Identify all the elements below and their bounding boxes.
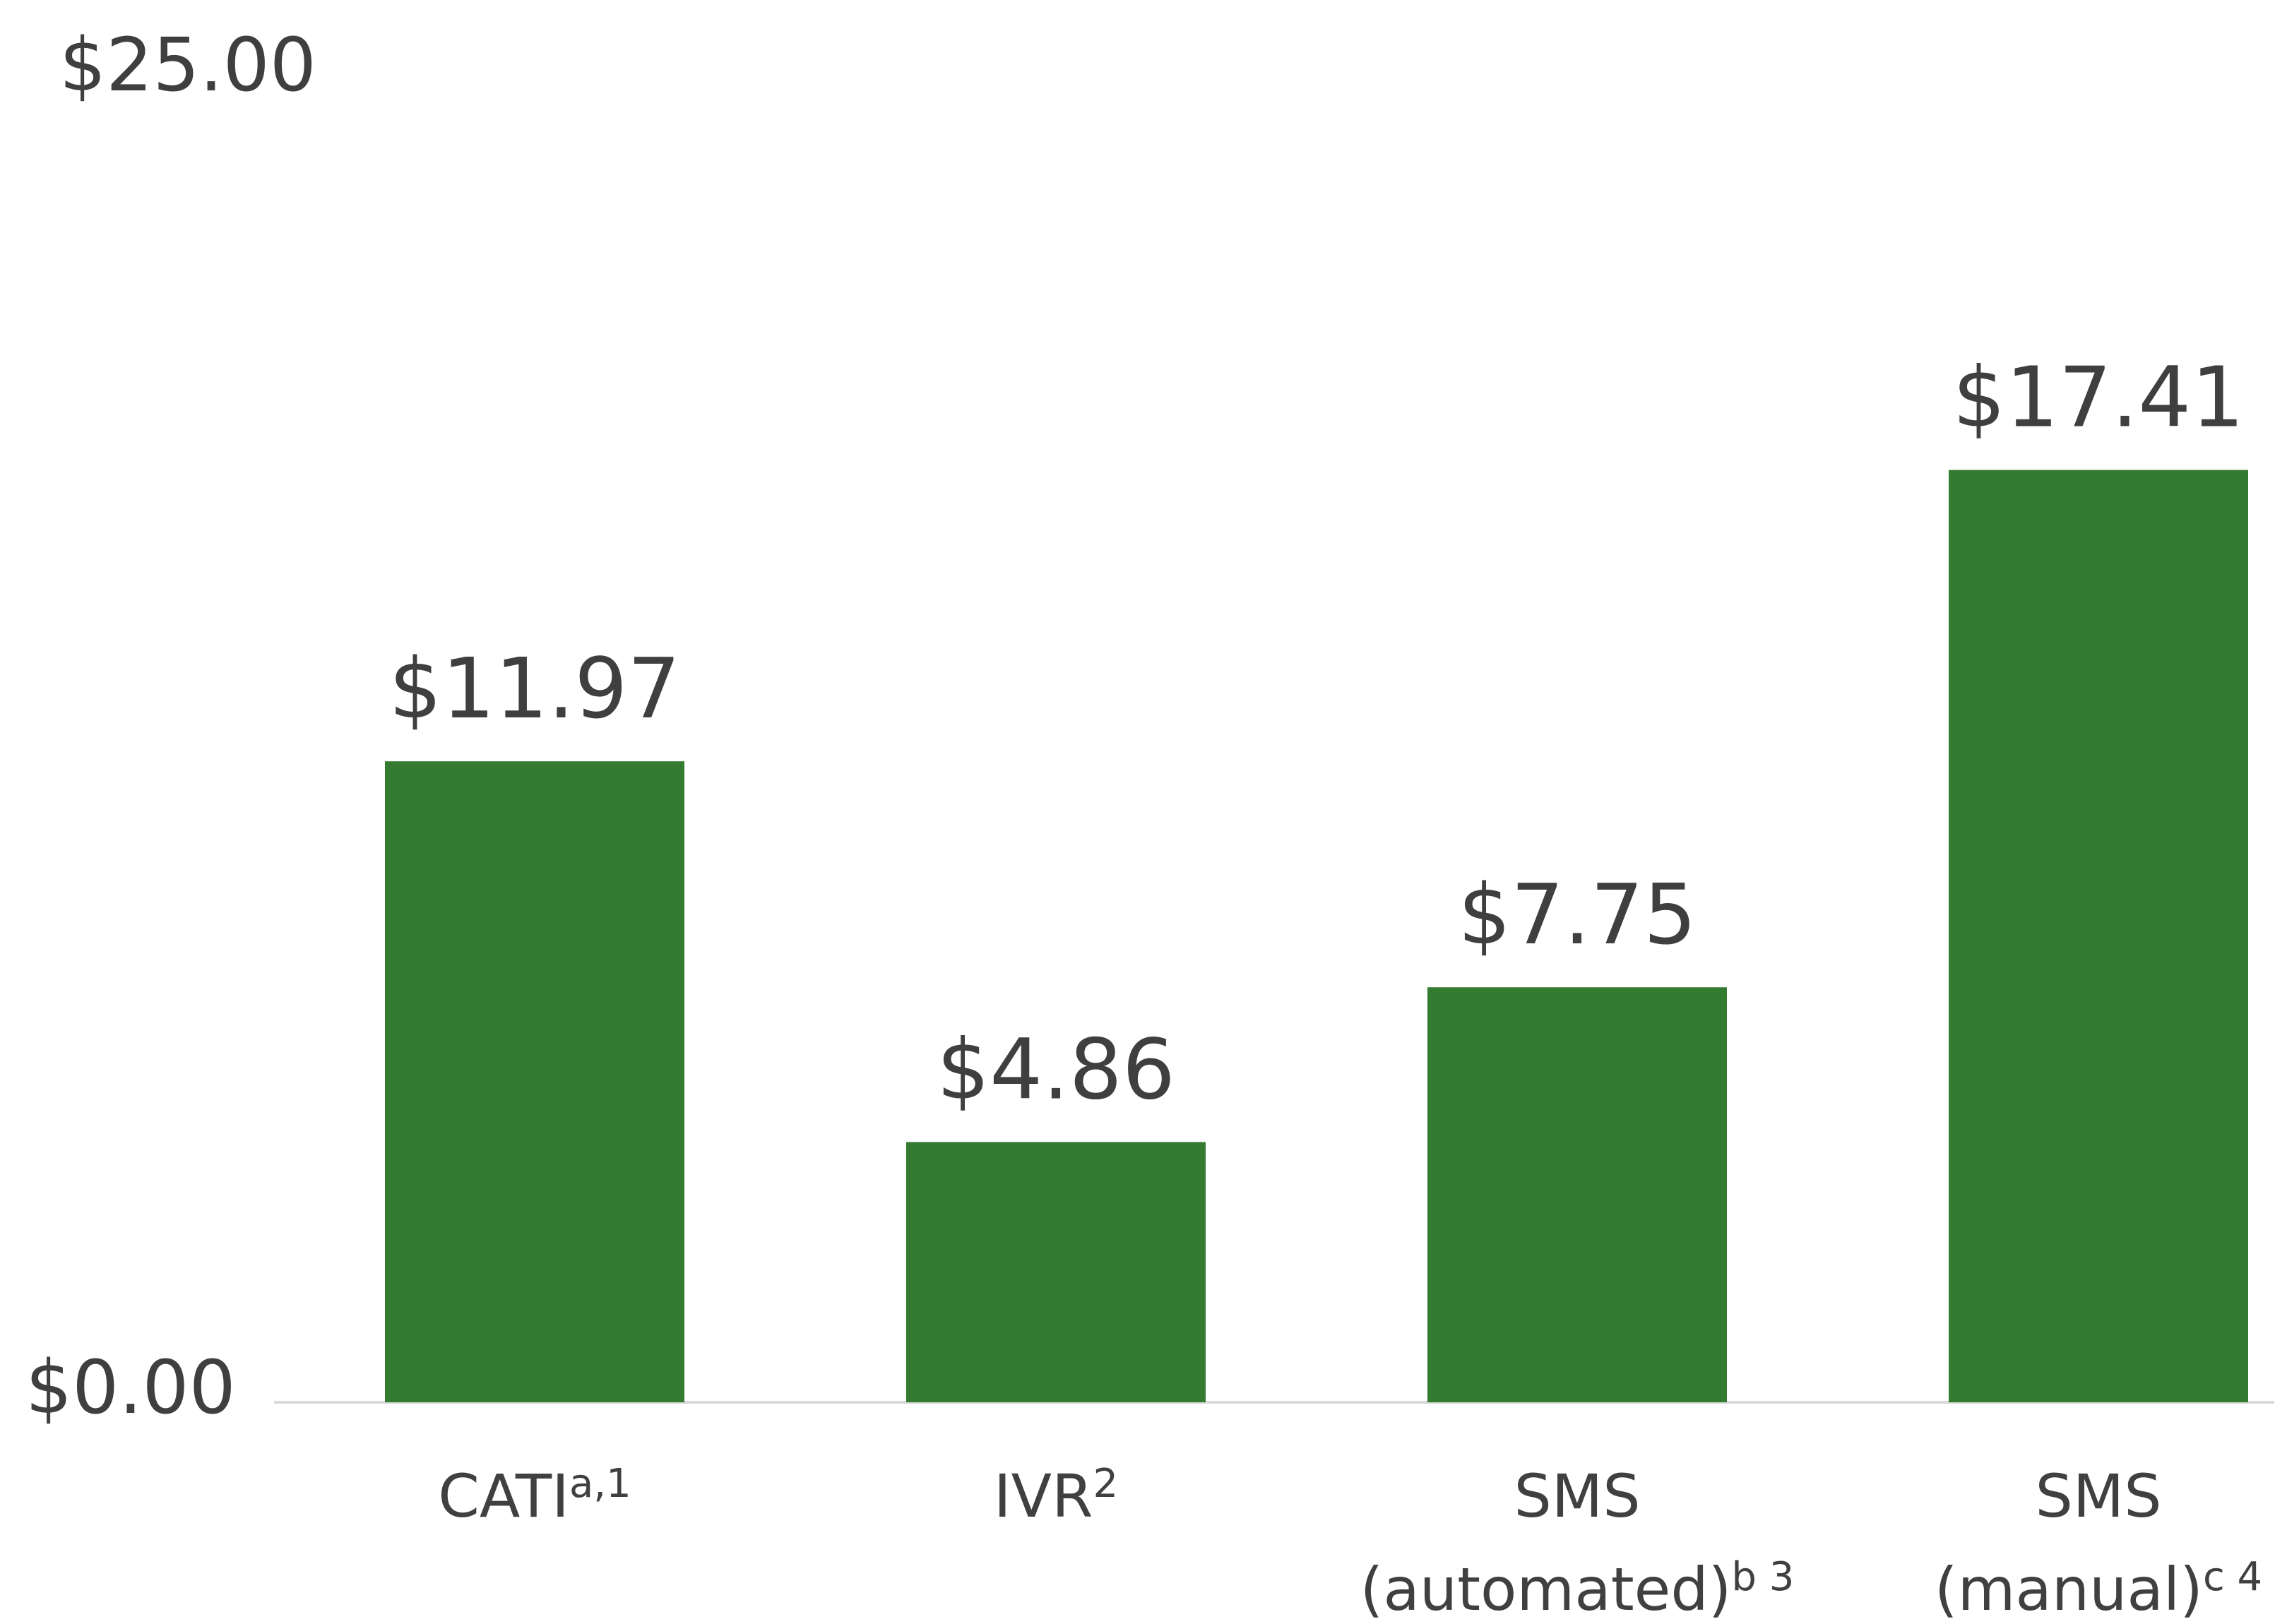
data-label: $4.86 (937, 1020, 1175, 1118)
x-tick-label: (manual)c 4 (1935, 1554, 2262, 1624)
value-labels: $11.97 $4.86 $7.75 $17.41 (389, 349, 2245, 1118)
x-tick-label: IVR2 (994, 1461, 1118, 1531)
x-tick-label: SMS (1514, 1462, 1640, 1531)
bar (385, 761, 684, 1402)
y-axis: $0.00 $25.00 (25, 22, 316, 1431)
x-tick-label: CATIa,1 (438, 1461, 631, 1531)
x-axis: CATIa,1 IVR2 SMS (automated)b 3 SMS (manual)c… (438, 1461, 2262, 1624)
bar (1427, 987, 1727, 1402)
bar (1949, 470, 2248, 1402)
data-label: $11.97 (389, 640, 681, 737)
bars (385, 470, 2248, 1402)
data-label: $7.75 (1458, 866, 1697, 963)
y-tick-label: $25.00 (59, 22, 316, 108)
x-tick-label: SMS (2035, 1462, 2161, 1531)
bar (906, 1142, 1206, 1402)
y-tick-label: $0.00 (25, 1344, 236, 1431)
x-tick-label: (automated)b 3 (1360, 1554, 1795, 1624)
data-label: $17.41 (1953, 349, 2245, 446)
